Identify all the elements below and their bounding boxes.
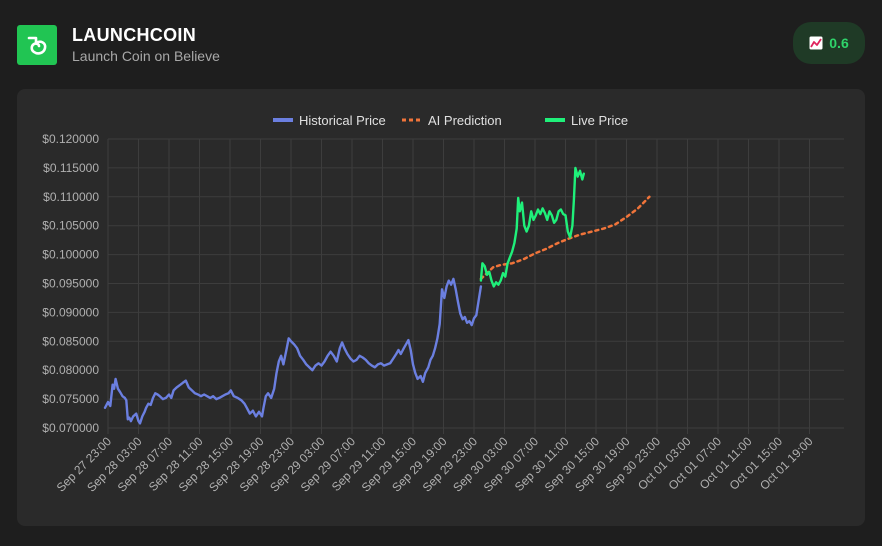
- badge-value: 0.6: [829, 35, 849, 51]
- y-tick-label: $0.075000: [42, 392, 99, 406]
- y-tick-label: $0.090000: [42, 305, 99, 319]
- y-tick-label: $0.100000: [42, 248, 99, 262]
- historical-price-line: [103, 277, 483, 425]
- legend-label[interactable]: AI Prediction: [428, 113, 502, 128]
- y-tick-label: $0.110000: [43, 190, 99, 204]
- chart-card: $0.120000 $0.115000 $0.110000 $0.105000 $0.1…: [17, 89, 865, 526]
- legend-label[interactable]: Live Price: [571, 113, 628, 128]
- live-price-line: [479, 166, 585, 288]
- page-subtitle: Launch Coin on Believe: [72, 48, 220, 64]
- believe-logo-icon: [17, 25, 57, 65]
- y-tick-label: $0.105000: [42, 219, 99, 233]
- page-title: LAUNCHCOIN: [72, 25, 196, 45]
- y-tick-label: $0.085000: [42, 334, 99, 348]
- header: LAUNCHCOIN Launch Coin on Believe 0.6: [17, 22, 865, 66]
- legend-label[interactable]: Historical Price: [299, 113, 386, 128]
- trending-chart-icon: [809, 36, 823, 50]
- y-tick-label: $0.095000: [42, 277, 99, 291]
- price-chart[interactable]: $0.120000 $0.115000 $0.110000 $0.105000 $0.1…: [17, 89, 865, 526]
- y-tick-label: $0.070000: [42, 421, 99, 435]
- y-tick-label: $0.120000: [42, 132, 99, 146]
- y-tick-label: $0.080000: [42, 363, 99, 377]
- y-tick-label: $0.115000: [43, 161, 99, 175]
- prediction-score-badge[interactable]: 0.6: [793, 22, 865, 64]
